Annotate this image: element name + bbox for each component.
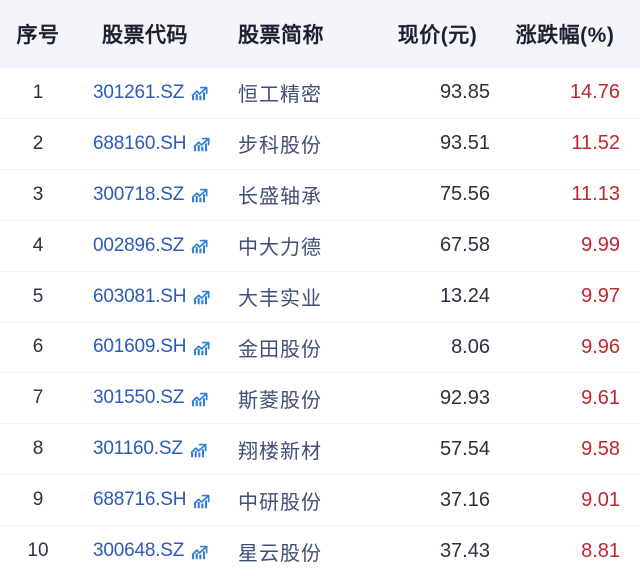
stock-code-link[interactable]: 301550.SZ (76, 387, 230, 409)
stock-code-link[interactable]: 601609.SH (76, 336, 230, 358)
table-row[interactable]: 2 688160.SH 步科股份 93.51 11.52 (0, 118, 640, 170)
stock-change-percent: 14.76 (569, 81, 620, 104)
table-row[interactable]: 3 300718.SZ 长盛轴承 75.56 11.13 (0, 169, 640, 221)
bar-chart-trend-up-icon[interactable] (189, 441, 208, 460)
stock-code-text: 301160.SZ (93, 438, 183, 460)
stock-price: 93.85 (439, 81, 490, 104)
stock-code-text: 688716.SH (93, 489, 187, 511)
stock-name[interactable]: 步科股份 (238, 135, 322, 158)
row-index: 3 (32, 183, 44, 205)
table-row[interactable]: 1 301261.SZ 恒工精密 93.85 14.76 (0, 68, 640, 119)
stock-change-percent: 9.99 (581, 234, 620, 257)
stock-code-text: 002896.SZ (93, 234, 185, 256)
stock-change-percent: 11.52 (571, 132, 620, 155)
table-body: 1 301261.SZ 恒工精密 93.85 14.76 2 688160.SH (0, 68, 640, 576)
row-index: 7 (32, 387, 44, 409)
bar-chart-trend-up-icon[interactable] (192, 492, 211, 511)
stock-price: 75.56 (439, 183, 490, 206)
table-header-row: 序号 股票代码 股票简称 现价(元) 涨跌幅(%) (0, 0, 640, 68)
row-index: 9 (32, 489, 44, 511)
table-row[interactable]: 8 301160.SZ 翔楼新材 57.54 9.58 (0, 424, 640, 476)
row-index: 1 (32, 81, 44, 103)
stock-change-percent: 11.13 (571, 183, 620, 206)
row-index: 2 (32, 132, 44, 154)
table-row[interactable]: 6 601609.SH 金田股份 8.06 9.96 (0, 322, 640, 374)
stock-code-link[interactable]: 301160.SZ (76, 438, 230, 460)
stock-code-link[interactable]: 688716.SH (76, 489, 230, 511)
stock-name[interactable]: 恒工精密 (238, 84, 322, 107)
stock-change-percent: 8.81 (581, 539, 620, 562)
stock-price: 93.51 (439, 132, 490, 155)
stock-code-text: 301261.SZ (93, 81, 185, 103)
stock-name[interactable]: 金田股份 (238, 338, 322, 361)
stock-price: 13.24 (439, 285, 490, 308)
bar-chart-trend-up-icon[interactable] (190, 84, 209, 103)
stock-price: 8.06 (451, 335, 490, 358)
stock-name[interactable]: 星云股份 (238, 542, 322, 565)
stock-price: 92.93 (439, 386, 490, 409)
stock-code-text: 601609.SH (93, 336, 187, 358)
table-row[interactable]: 7 301550.SZ 斯菱股份 92.93 9.61 (0, 373, 640, 425)
column-header-price: 现价(元) (397, 24, 478, 47)
stock-change-percent: 9.61 (581, 386, 620, 409)
row-index: 6 (32, 336, 44, 358)
stock-change-percent: 9.96 (581, 335, 620, 358)
column-header-code: 股票代码 (102, 24, 188, 47)
stock-name[interactable]: 斯菱股份 (238, 389, 322, 412)
bar-chart-trend-up-icon[interactable] (190, 543, 209, 562)
stock-name[interactable]: 大丰实业 (238, 288, 322, 311)
column-header-change: 涨跌幅(%) (515, 24, 615, 47)
table-row[interactable]: 5 603081.SH 大丰实业 13.24 9.97 (0, 271, 640, 323)
stock-price: 67.58 (439, 234, 490, 257)
stock-code-text: 603081.SH (93, 285, 187, 307)
bar-chart-trend-up-icon[interactable] (190, 390, 209, 409)
stock-code-link[interactable]: 300718.SZ (76, 184, 230, 206)
row-index: 8 (32, 438, 44, 460)
table-row[interactable]: 4 002896.SZ 中大力德 67.58 9.99 (0, 220, 640, 272)
row-index: 5 (32, 285, 44, 307)
stock-name[interactable]: 中研股份 (238, 491, 322, 514)
column-header-name: 股票简称 (238, 24, 324, 47)
stock-code-text: 688160.SH (93, 132, 187, 154)
stock-code-text: 300718.SZ (93, 183, 185, 205)
table-row[interactable]: 9 688716.SH 中研股份 37.16 9.01 (0, 475, 640, 527)
bar-chart-trend-up-icon[interactable] (190, 237, 209, 256)
stock-price: 37.43 (439, 539, 490, 562)
bar-chart-trend-up-icon[interactable] (192, 288, 211, 307)
stock-change-percent: 9.97 (581, 285, 620, 308)
stock-code-link[interactable]: 301261.SZ (76, 82, 230, 104)
column-header-index: 序号 (16, 24, 60, 47)
stock-name[interactable]: 翔楼新材 (238, 440, 322, 463)
bar-chart-trend-up-icon[interactable] (192, 339, 211, 358)
row-index: 4 (32, 234, 44, 256)
stock-code-link[interactable]: 603081.SH (76, 286, 230, 308)
stock-change-percent: 9.01 (581, 488, 620, 511)
bar-chart-trend-up-icon[interactable] (192, 135, 211, 154)
stock-code-text: 301550.SZ (93, 387, 185, 409)
row-index: 10 (27, 540, 49, 562)
stock-code-link[interactable]: 688160.SH (76, 133, 230, 155)
bar-chart-trend-up-icon[interactable] (190, 186, 209, 205)
stock-name[interactable]: 中大力德 (238, 237, 322, 260)
stock-code-text: 300648.SZ (93, 540, 185, 562)
stock-price: 37.16 (439, 488, 490, 511)
stock-price: 57.54 (439, 437, 490, 460)
stock-change-percent: 9.58 (581, 437, 620, 460)
stock-code-link[interactable]: 002896.SZ (76, 235, 230, 257)
stock-name[interactable]: 长盛轴承 (238, 186, 322, 209)
table-row[interactable]: 10 300648.SZ 星云股份 37.43 8.81 (0, 526, 640, 576)
stock-code-link[interactable]: 300648.SZ (76, 540, 230, 562)
